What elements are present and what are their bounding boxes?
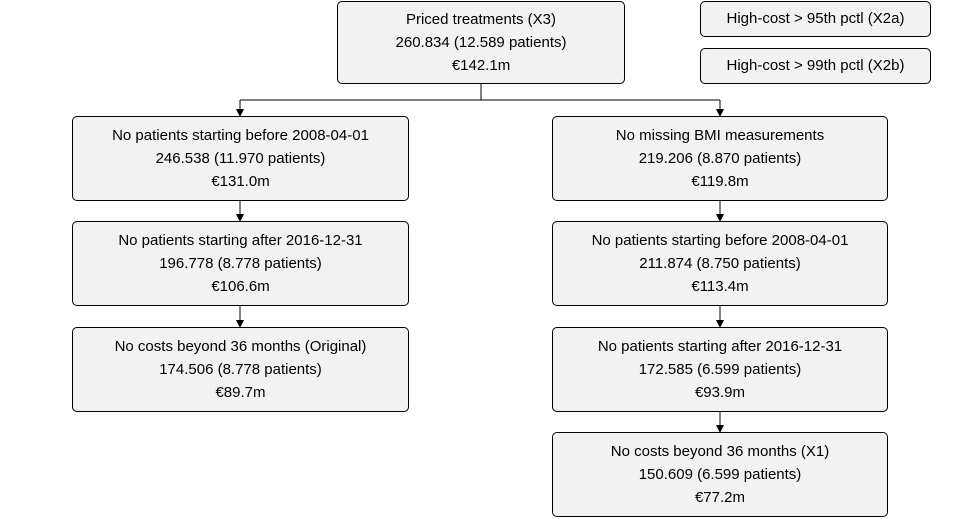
node-right-2-title: No patients starting before 2008-04-01 bbox=[591, 232, 849, 249]
node-right-1-count: 219.206 (8.870 patients) bbox=[638, 150, 802, 167]
node-side-x2b-label: High-cost > 99th pctl (X2b) bbox=[726, 57, 905, 74]
node-right-1: No missing BMI measurements 219.206 (8.8… bbox=[552, 116, 888, 201]
node-side-x2a: High-cost > 95th pctl (X2a) bbox=[700, 1, 931, 37]
node-right-4-title: No costs beyond 36 months (X1) bbox=[610, 443, 830, 460]
node-right-4-cost: €77.2m bbox=[694, 489, 746, 506]
node-side-x2b: High-cost > 99th pctl (X2b) bbox=[700, 48, 931, 84]
node-side-x2a-label: High-cost > 95th pctl (X2a) bbox=[726, 10, 905, 27]
node-root: Priced treatments (X3) 260.834 (12.589 p… bbox=[337, 1, 625, 84]
node-right-2: No patients starting before 2008-04-01 2… bbox=[552, 221, 888, 306]
node-right-3-title: No patients starting after 2016-12-31 bbox=[597, 338, 843, 355]
node-left-2-title: No patients starting after 2016-12-31 bbox=[118, 232, 363, 249]
node-right-1-title: No missing BMI measurements bbox=[615, 127, 825, 144]
node-left-2: No patients starting after 2016-12-31 19… bbox=[72, 221, 409, 306]
node-left-1-count: 246.538 (11.970 patients) bbox=[155, 150, 326, 167]
node-left-3-cost: €89.7m bbox=[215, 384, 266, 401]
node-right-4: No costs beyond 36 months (X1) 150.609 (… bbox=[552, 432, 888, 517]
node-root-cost: €142.1m bbox=[451, 57, 511, 74]
node-right-2-cost: €113.4m bbox=[691, 278, 749, 295]
node-right-3-count: 172.585 (6.599 patients) bbox=[638, 361, 802, 378]
node-left-2-cost: €106.6m bbox=[211, 278, 270, 295]
node-root-count: 260.834 (12.589 patients) bbox=[395, 34, 567, 51]
node-left-3-count: 174.506 (8.778 patients) bbox=[159, 361, 322, 378]
node-right-3: No patients starting after 2016-12-31 17… bbox=[552, 327, 888, 412]
node-right-3-cost: €93.9m bbox=[694, 384, 746, 401]
node-left-2-count: 196.778 (8.778 patients) bbox=[159, 255, 322, 272]
node-left-3: No costs beyond 36 months (Original) 174… bbox=[72, 327, 409, 412]
node-right-2-count: 211.874 (8.750 patients) bbox=[639, 255, 801, 272]
node-left-1: No patients starting before 2008-04-01 2… bbox=[72, 116, 409, 201]
node-right-1-cost: €119.8m bbox=[691, 173, 749, 190]
node-left-1-title: No patients starting before 2008-04-01 bbox=[112, 127, 369, 144]
node-left-1-cost: €131.0m bbox=[211, 173, 270, 190]
node-right-4-count: 150.609 (6.599 patients) bbox=[638, 466, 802, 483]
node-root-title: Priced treatments (X3) bbox=[405, 11, 557, 28]
node-left-3-title: No costs beyond 36 months (Original) bbox=[114, 338, 367, 355]
